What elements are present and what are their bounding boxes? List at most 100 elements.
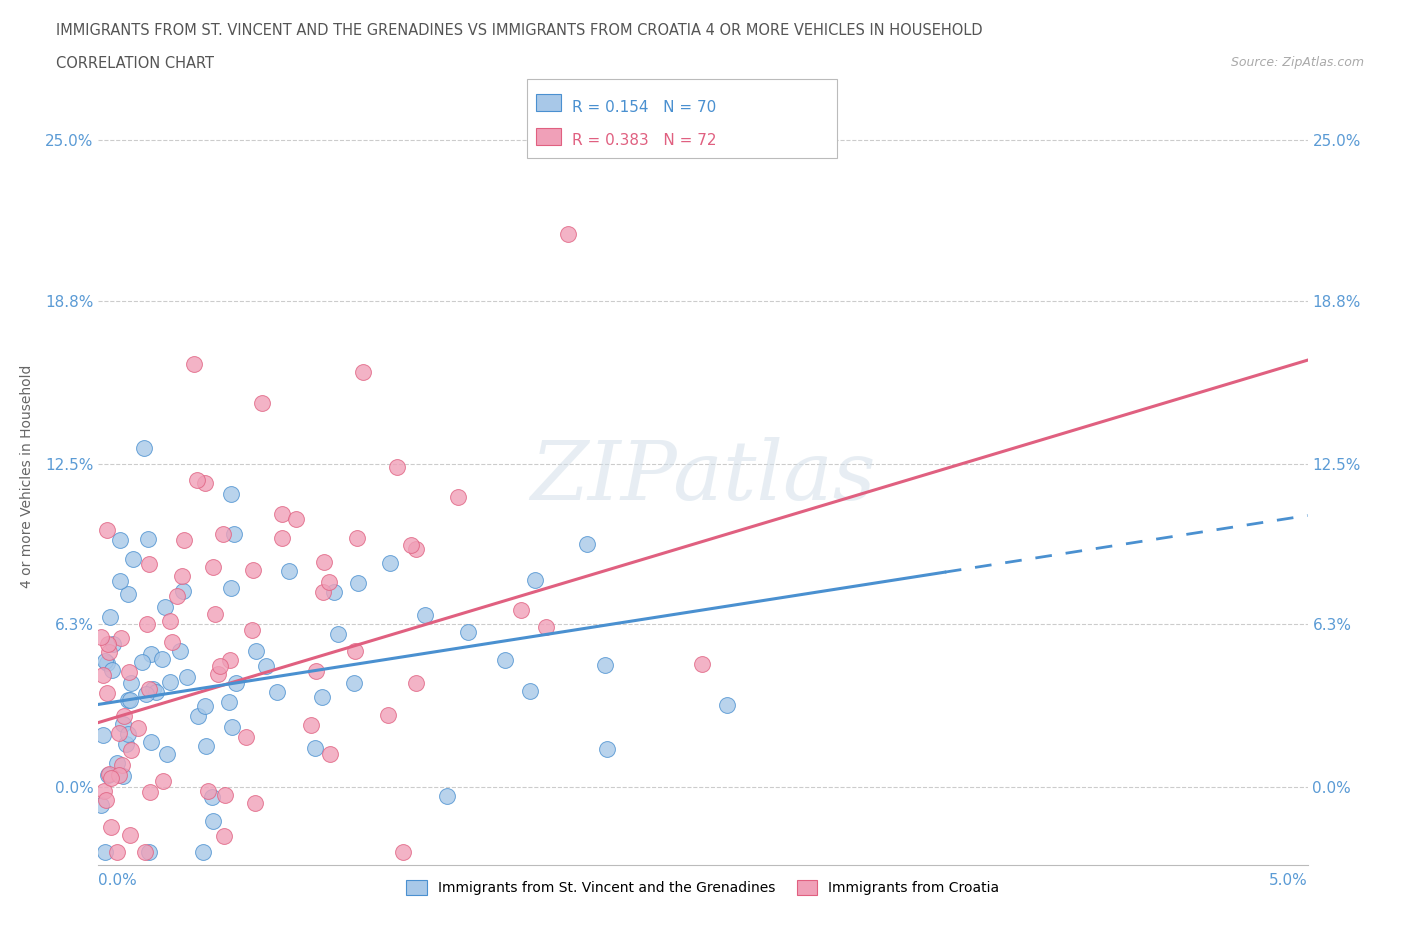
Point	[134, 441, 156, 456]
Point	[138, 784, 160, 799]
Point	[96, 656, 118, 671]
Point	[690, 657, 713, 671]
Point	[240, 623, 263, 638]
Point	[224, 526, 246, 541]
Text: Source: ZipAtlas.com: Source: ZipAtlas.com	[1230, 56, 1364, 69]
Point	[155, 747, 177, 762]
Point	[135, 686, 157, 701]
Point	[159, 613, 181, 628]
Point	[266, 684, 288, 699]
Point	[299, 717, 322, 732]
Point	[138, 532, 160, 547]
Point	[173, 533, 195, 548]
Point	[510, 603, 533, 618]
Point	[186, 472, 208, 487]
Point	[166, 589, 188, 604]
Point	[142, 682, 165, 697]
Text: IMMIGRANTS FROM ST. VINCENT AND THE GRENADINES VS IMMIGRANTS FROM CROATIA 4 OR M: IMMIGRANTS FROM ST. VINCENT AND THE GREN…	[56, 23, 983, 38]
Point	[139, 647, 162, 662]
Point	[219, 486, 242, 501]
Point	[209, 659, 232, 674]
Point	[399, 538, 422, 552]
Point	[524, 573, 547, 588]
Point	[318, 575, 340, 590]
Point	[343, 644, 366, 658]
Point	[159, 674, 181, 689]
Point	[183, 356, 205, 371]
Text: CORRELATION CHART: CORRELATION CHART	[56, 56, 214, 71]
Point	[557, 227, 579, 242]
Point	[519, 684, 541, 698]
Point	[139, 735, 162, 750]
Text: ZIPatlas: ZIPatlas	[530, 436, 876, 517]
Point	[243, 796, 266, 811]
Point	[385, 459, 408, 474]
Point	[112, 768, 135, 783]
Point	[447, 489, 470, 504]
Point	[271, 506, 294, 521]
Point	[596, 741, 619, 756]
Point	[117, 587, 139, 602]
Point	[576, 537, 599, 551]
Point	[100, 771, 122, 786]
Point	[494, 653, 516, 668]
Point	[108, 768, 131, 783]
Point	[97, 767, 120, 782]
Point	[436, 789, 458, 804]
Point	[131, 655, 153, 670]
Point	[94, 844, 117, 859]
Point	[242, 563, 264, 578]
Point	[112, 709, 135, 724]
Point	[405, 542, 427, 557]
Point	[193, 844, 215, 859]
Point	[111, 758, 134, 773]
Point	[245, 644, 267, 658]
Point	[204, 606, 226, 621]
Point	[536, 620, 558, 635]
Point	[312, 555, 335, 570]
Point	[202, 814, 225, 829]
Point	[218, 694, 240, 709]
Point	[105, 756, 128, 771]
Point	[328, 626, 350, 641]
Point	[716, 698, 738, 712]
Point	[110, 631, 132, 645]
Point	[170, 568, 193, 583]
Point	[392, 844, 415, 859]
Point	[219, 580, 242, 595]
Point	[90, 630, 112, 644]
Point	[212, 829, 235, 844]
Text: 5.0%: 5.0%	[1268, 872, 1308, 887]
Text: R = 0.154   N = 70: R = 0.154 N = 70	[572, 100, 717, 114]
Point	[97, 767, 120, 782]
Point	[405, 675, 427, 690]
Point	[235, 729, 257, 744]
Point	[117, 693, 139, 708]
Point	[207, 667, 229, 682]
Point	[304, 740, 326, 755]
Point	[194, 698, 217, 713]
Point	[380, 556, 402, 571]
Point	[172, 583, 194, 598]
Point	[100, 819, 122, 834]
Point	[377, 707, 399, 722]
Point	[593, 658, 616, 672]
Point	[152, 651, 174, 666]
Point	[98, 610, 121, 625]
Point	[135, 617, 157, 631]
Point	[352, 365, 374, 379]
Point	[343, 675, 366, 690]
Point	[284, 512, 307, 526]
Point	[153, 600, 176, 615]
Point	[169, 644, 191, 658]
Point	[120, 742, 142, 757]
Point	[91, 668, 114, 683]
Point	[120, 828, 142, 843]
Point	[117, 726, 139, 741]
Text: 0.0%: 0.0%	[98, 872, 138, 887]
Point	[312, 585, 335, 600]
Point	[93, 783, 115, 798]
Point	[225, 675, 247, 690]
Point	[107, 725, 129, 740]
Point	[112, 716, 135, 731]
